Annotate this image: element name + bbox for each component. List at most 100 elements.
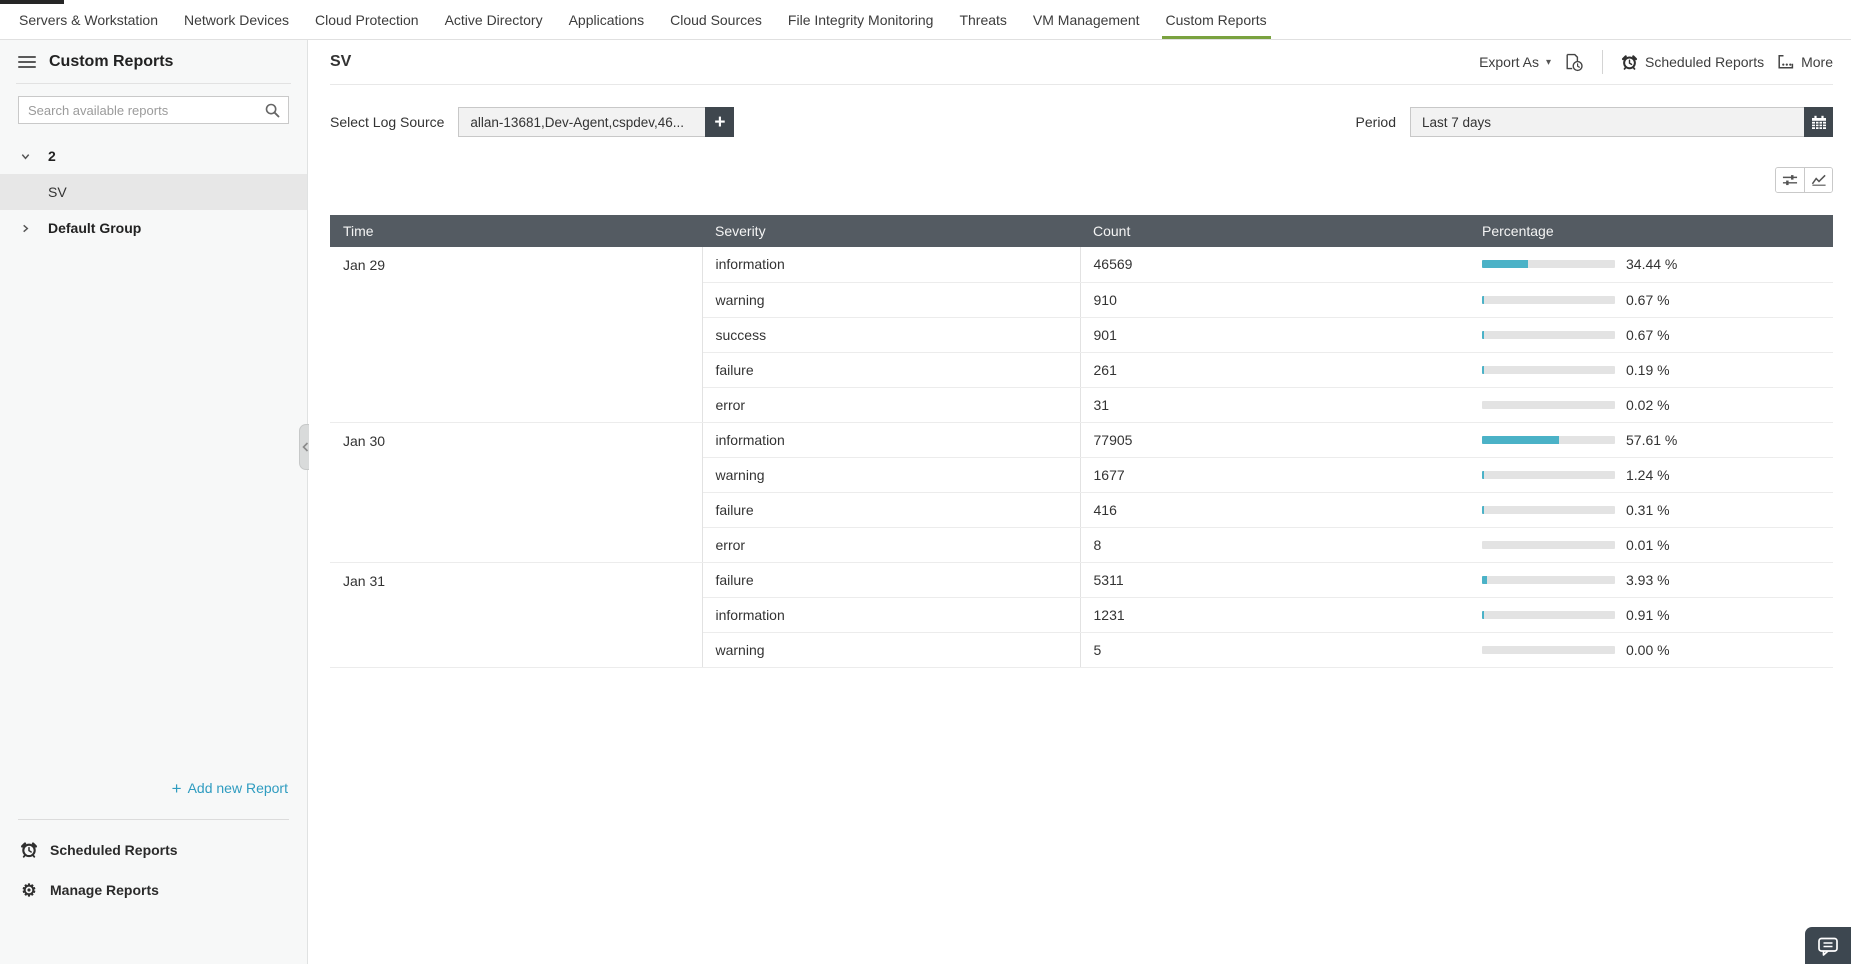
percentage-cell: 0.00 % xyxy=(1469,632,1833,668)
log-source-value[interactable]: allan-13681,Dev-Agent,cspdev,46... xyxy=(458,107,706,137)
search-icon[interactable] xyxy=(265,103,280,118)
percentage-bar-track xyxy=(1482,400,1615,409)
nav-tab-custom-reports[interactable]: Custom Reports xyxy=(1153,0,1280,39)
column-header-count[interactable]: Count xyxy=(1080,215,1469,247)
sidebar-scheduled-reports[interactable]: Scheduled Reports xyxy=(0,830,307,870)
severity-cell: warning xyxy=(702,632,1081,668)
table-row: warning 5 0.00 % xyxy=(330,632,1833,668)
nav-tab-vm-management[interactable]: VM Management xyxy=(1032,11,1140,28)
table-row: failure 416 0.31 % xyxy=(330,492,1833,528)
view-toolbar xyxy=(330,167,1833,193)
column-header-percentage[interactable]: Percentage xyxy=(1469,215,1833,247)
percentage-value: 0.67 % xyxy=(1626,326,1670,343)
count-cell: 910 xyxy=(1080,282,1469,318)
nav-tab-threats[interactable]: Threats xyxy=(959,11,1007,28)
severity-cell: warning xyxy=(702,282,1081,318)
percentage-cell: 34.44 % xyxy=(1469,247,1833,283)
percentage-bar-track xyxy=(1482,295,1615,304)
count-cell: 1231 xyxy=(1080,597,1469,633)
percentage-value: 0.67 % xyxy=(1626,291,1670,308)
more-button[interactable]: More xyxy=(1777,54,1833,70)
percentage-value: 0.02 % xyxy=(1626,396,1670,413)
percentage-bar-track xyxy=(1482,365,1615,374)
export-history-button[interactable] xyxy=(1564,53,1584,72)
count-cell: 5311 xyxy=(1080,562,1469,598)
chat-button[interactable] xyxy=(1805,927,1851,964)
count-cell: 1677 xyxy=(1080,457,1469,493)
speech-bubble-icon xyxy=(1818,937,1838,956)
nav-tab-network-devices[interactable]: Network Devices xyxy=(184,11,290,28)
chart-view-button[interactable] xyxy=(1804,168,1832,192)
count-cell: 5 xyxy=(1080,632,1469,668)
add-log-source-button[interactable]: + xyxy=(705,107,735,137)
report-actions: Export As ▾ xyxy=(1479,50,1833,74)
percentage-value: 34.44 % xyxy=(1626,256,1678,273)
add-new-report-button[interactable]: + Add new Report xyxy=(171,778,288,798)
report-tree: 2 SV Default Group xyxy=(0,138,307,246)
customize-columns-button[interactable] xyxy=(1776,168,1804,192)
percentage-value: 3.93 % xyxy=(1626,571,1670,588)
calendar-button[interactable] xyxy=(1804,107,1833,137)
page-title: SV xyxy=(330,53,352,70)
sidebar-title: Custom Reports xyxy=(49,53,174,70)
tree-item-sv[interactable]: SV xyxy=(0,174,307,210)
export-as-button[interactable]: Export As ▾ xyxy=(1479,54,1552,70)
severity-cell: failure xyxy=(702,562,1081,598)
severity-cell: information xyxy=(702,422,1081,458)
percentage-value: 0.91 % xyxy=(1626,606,1670,623)
search-box xyxy=(18,96,289,124)
percentage-value: 0.01 % xyxy=(1626,536,1670,553)
percentage-cell: 0.67 % xyxy=(1469,282,1833,318)
hamburger-menu-icon[interactable] xyxy=(18,54,36,70)
percentage-cell: 0.67 % xyxy=(1469,317,1833,353)
nav-tab-cloud-sources[interactable]: Cloud Sources xyxy=(670,11,762,28)
severity-cell: success xyxy=(702,317,1081,353)
table-row: Jan 29 information 46569 34.44 % xyxy=(330,247,1833,423)
sidebar-footer-divider xyxy=(18,819,289,820)
column-header-time[interactable]: Time xyxy=(330,215,702,247)
time-cell: Jan 31 xyxy=(330,562,703,668)
scheduled-reports-button[interactable]: Scheduled Reports xyxy=(1621,54,1764,71)
percentage-bar-fill xyxy=(1482,435,1559,444)
percentage-bar-track xyxy=(1482,610,1615,619)
tree-group-2[interactable]: 2 xyxy=(0,138,307,174)
table-body: Jan 29 information 46569 34.44 % warning 910 0… xyxy=(330,247,1833,668)
count-cell: 416 xyxy=(1080,492,1469,528)
search-input[interactable] xyxy=(28,102,265,118)
report-header: SV Export As ▾ xyxy=(330,40,1833,85)
percentage-bar-track xyxy=(1482,260,1615,269)
sidebar-manage-reports[interactable]: ⚙ Manage Reports xyxy=(21,880,159,900)
percentage-cell: 0.91 % xyxy=(1469,597,1833,633)
tree-group-default-group[interactable]: Default Group xyxy=(0,210,307,246)
more-icon xyxy=(1778,55,1794,69)
count-cell: 8 xyxy=(1080,527,1469,563)
gear-icon: ⚙ xyxy=(21,880,37,900)
count-cell: 31 xyxy=(1080,387,1469,423)
percentage-bar-fill xyxy=(1482,575,1488,584)
export-history-icon xyxy=(1566,53,1583,71)
chevron-left-icon xyxy=(302,442,309,452)
period-value[interactable]: Last 7 days xyxy=(1410,107,1804,137)
percentage-bar-fill xyxy=(1482,505,1484,514)
time-cell: Jan 30 xyxy=(330,422,703,563)
filter-row: Select Log Source allan-13681,Dev-Agent,… xyxy=(330,107,1833,137)
column-header-severity[interactable]: Severity xyxy=(702,215,1080,247)
percentage-bar-track xyxy=(1482,575,1615,584)
percentage-bar-track xyxy=(1482,330,1615,339)
nav-tab-applications[interactable]: Applications xyxy=(568,11,645,28)
corner-strip xyxy=(0,0,64,4)
nav-tab-servers-workstation[interactable]: Servers & Workstation xyxy=(19,11,159,28)
nav-tab-file-integrity-monitoring[interactable]: File Integrity Monitoring xyxy=(787,11,934,28)
period-label: Period xyxy=(1355,114,1396,130)
nav-tab-active-directory[interactable]: Active Directory xyxy=(444,11,543,28)
chevron-down-icon[interactable] xyxy=(20,151,32,162)
percentage-bar-fill xyxy=(1482,470,1484,479)
nav-tab-cloud-protection[interactable]: Cloud Protection xyxy=(315,11,419,28)
chevron-right-icon[interactable] xyxy=(20,223,32,234)
chevron-down-icon: ▾ xyxy=(1545,56,1552,68)
sidebar-header: Custom Reports xyxy=(0,40,307,83)
table-row: Jan 31 failure 5311 3.93 % xyxy=(330,562,1833,668)
table-row: Jan 30 information 77905 57.61 % xyxy=(330,422,1833,563)
line-chart-icon xyxy=(1811,174,1826,186)
table-row: success 901 0.67 % xyxy=(330,317,1833,353)
